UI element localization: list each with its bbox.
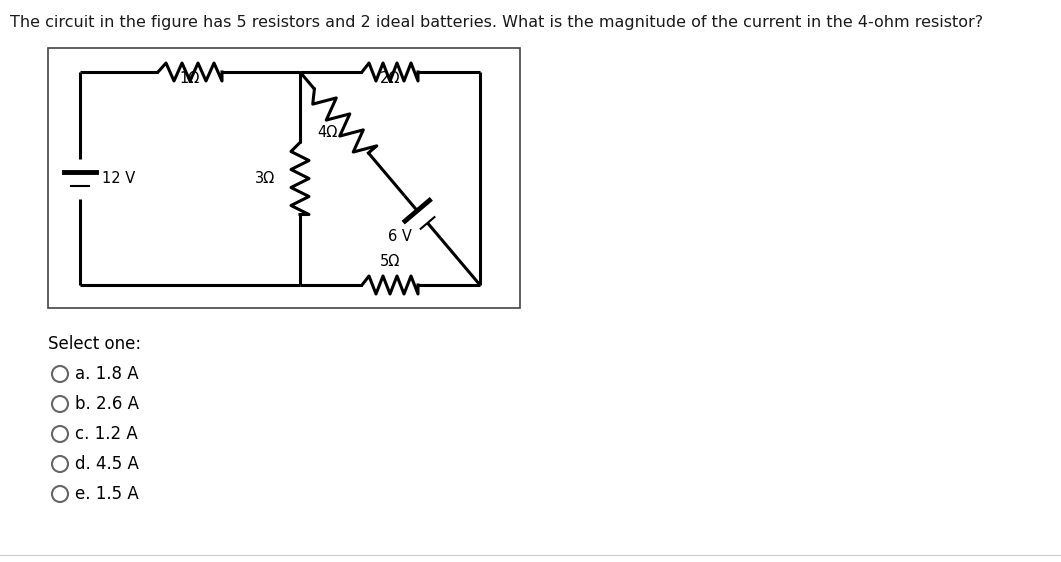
Text: 2Ω: 2Ω xyxy=(380,71,400,86)
Text: 4Ω: 4Ω xyxy=(317,125,337,140)
Text: b. 2.6 A: b. 2.6 A xyxy=(75,395,139,413)
Text: 1Ω: 1Ω xyxy=(180,71,201,86)
Text: The circuit in the figure has 5 resistors and 2 ideal batteries. What is the mag: The circuit in the figure has 5 resistor… xyxy=(10,15,984,30)
Text: 5Ω: 5Ω xyxy=(380,254,400,269)
Text: 6 V: 6 V xyxy=(387,229,412,244)
Text: 12 V: 12 V xyxy=(102,171,135,186)
Text: e. 1.5 A: e. 1.5 A xyxy=(75,485,139,503)
Text: 3Ω: 3Ω xyxy=(255,171,275,186)
Text: a. 1.8 A: a. 1.8 A xyxy=(75,365,139,383)
Bar xyxy=(48,48,520,308)
Text: Select one:: Select one: xyxy=(48,335,141,353)
Text: d. 4.5 A: d. 4.5 A xyxy=(75,455,139,473)
Text: c. 1.2 A: c. 1.2 A xyxy=(75,425,138,443)
